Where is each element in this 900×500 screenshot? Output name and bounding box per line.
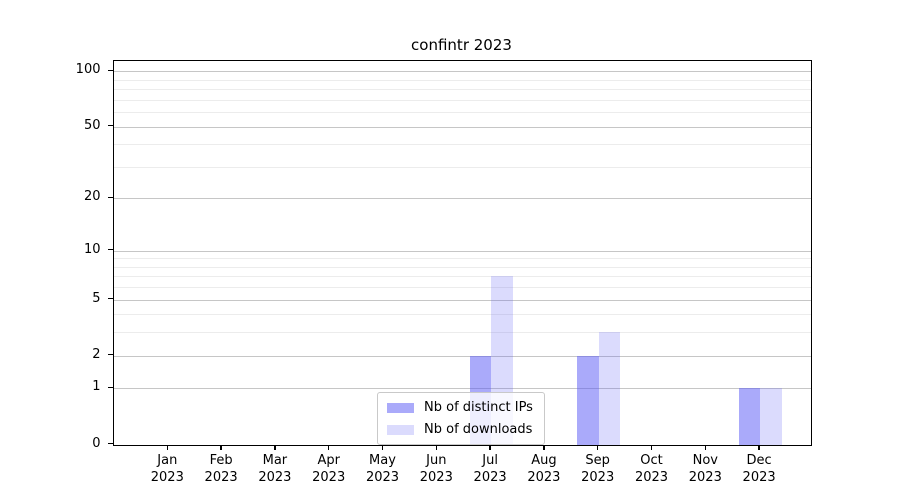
y-tick-label: 2 [92, 346, 101, 362]
gridline-minor [114, 99, 811, 101]
x-tick [650, 445, 653, 450]
legend-item-distinct-ips: Nb of distinct IPs [387, 400, 533, 415]
x-tick-label: Mar 2023 [258, 453, 292, 485]
x-tick [435, 445, 437, 450]
legend: Nb of distinct IPs Nb of downloads [377, 392, 545, 445]
gridline-minor [114, 266, 811, 268]
x-tick [381, 445, 384, 450]
gridline-minor [114, 144, 811, 146]
y-tick-label: 100 [75, 62, 101, 78]
y-tick-label: 20 [83, 189, 101, 205]
bar-nb-of-downloads-sep-2023 [598, 332, 621, 445]
y-tick-label: 1 [92, 379, 101, 395]
y-tick [107, 125, 113, 127]
y-tick [107, 249, 113, 251]
y-tick-label: 0 [92, 435, 101, 451]
y-tick [107, 298, 113, 300]
x-tick-label: Nov 2023 [688, 453, 722, 485]
x-tick [166, 445, 168, 450]
x-tick-label: Apr 2023 [312, 453, 346, 485]
gridline-minor [114, 276, 811, 278]
y-tick-label: 50 [83, 117, 101, 133]
plot-area [113, 60, 812, 446]
gridline-minor [114, 287, 811, 289]
gridline-major [114, 250, 811, 252]
y-tick [107, 354, 113, 356]
x-tick-label: May 2023 [365, 453, 400, 485]
gridline-major [114, 71, 811, 73]
y-tick [107, 69, 113, 72]
y-tick [107, 442, 113, 445]
y-tick [107, 386, 113, 389]
x-tick [758, 445, 760, 450]
bar-nb-of-distinct-ips-dec-2023 [738, 388, 761, 445]
gridline-major [114, 126, 811, 128]
bar-nb-of-downloads-dec-2023 [760, 388, 782, 445]
x-tick [328, 445, 330, 450]
y-tick-label: 10 [83, 241, 101, 257]
y-tick-label: 5 [92, 290, 101, 306]
x-tick-label: Jun 2023 [419, 453, 453, 485]
gridline-major [114, 355, 811, 357]
gridline-minor [114, 166, 811, 168]
gridline-major [114, 388, 811, 390]
gridline-major [114, 198, 811, 200]
x-tick-label: Feb 2023 [204, 453, 238, 485]
gridline-minor [114, 112, 811, 114]
bar-nb-of-distinct-ips-sep-2023 [577, 355, 599, 445]
x-tick [704, 445, 706, 450]
x-tick [543, 445, 545, 450]
legend-label-distinct-ips: Nb of distinct IPs [424, 400, 533, 415]
gridline-minor [114, 332, 811, 334]
x-tick [274, 445, 276, 450]
gridline-minor [114, 89, 811, 91]
x-tick [597, 445, 599, 450]
gridline-minor [114, 258, 811, 260]
chart-title: confintr 2023 [411, 36, 512, 54]
gridline-minor [114, 314, 811, 316]
legend-swatch-downloads [387, 424, 414, 435]
x-tick-label: Sep 2023 [581, 453, 615, 485]
x-tick-label: Aug 2023 [527, 453, 561, 485]
y-tick [107, 196, 113, 199]
gridline-minor [114, 79, 811, 81]
x-tick [220, 445, 222, 450]
x-tick-label: Jul 2023 [473, 453, 507, 485]
x-tick-label: Dec 2023 [742, 453, 776, 485]
x-tick-label: Oct 2023 [634, 453, 669, 485]
x-tick [489, 445, 491, 450]
x-tick-label: Jan 2023 [150, 453, 184, 485]
legend-swatch-distinct-ips [387, 402, 414, 413]
legend-item-downloads: Nb of downloads [387, 422, 533, 437]
gridline-major [114, 299, 811, 301]
legend-label-downloads: Nb of downloads [424, 422, 533, 437]
